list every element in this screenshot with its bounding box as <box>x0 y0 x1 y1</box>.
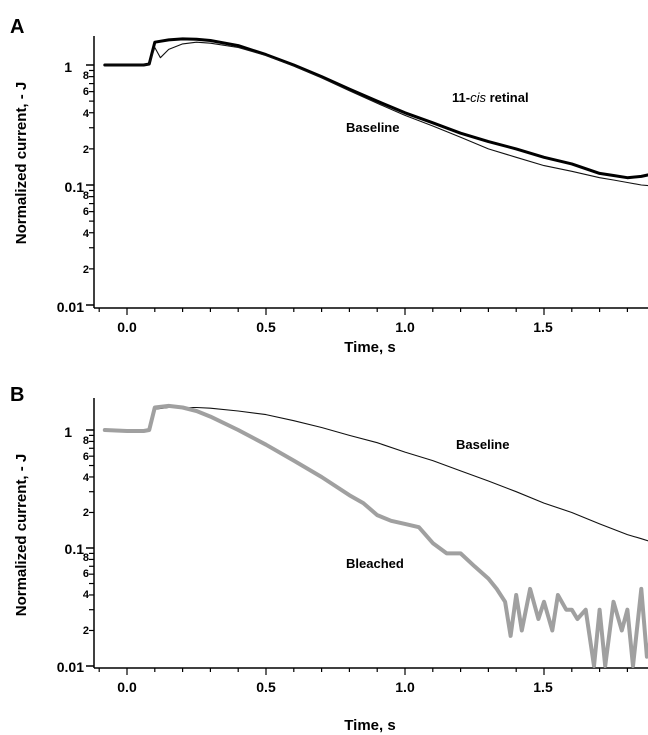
panel-a-xtick-0.0: 0.0 <box>117 319 137 335</box>
panel-b-xtick-1.0: 1.0 <box>395 679 415 695</box>
panel-b-ytick-8: 8 <box>83 435 89 447</box>
panel-a-annotation-11cis: 11-cis retinal <box>452 90 529 105</box>
panel-a-xtick-1.0: 1.0 <box>395 319 415 335</box>
panel-a-xtick-1.5: 1.5 <box>533 319 553 335</box>
panel-b-ytick-6: 6 <box>83 451 89 463</box>
panel-b-ytick-2b: 2 <box>83 625 89 637</box>
panel-a-ytick-4b: 4 <box>83 228 90 240</box>
panel-a-series-0-line <box>103 37 648 180</box>
panel-b-xtick-0.5: 0.5 <box>256 679 276 695</box>
panel-b-ytick-0.01: 0.01 <box>57 659 84 675</box>
panel-a-letter: A <box>10 16 24 38</box>
panel-b-ytick-8b: 8 <box>83 552 89 564</box>
panel-a-x-ticks <box>98 308 629 315</box>
panel-b-xtick-0.0: 0.0 <box>117 679 137 695</box>
panel-b-series-1-line <box>102 403 648 668</box>
panel-a-ytick-8: 8 <box>83 70 89 82</box>
panel-b-ytick-4b: 4 <box>83 589 90 601</box>
panel-b-y-ticks <box>86 429 94 667</box>
panel-a: A Normalized current, - J 1 8 6 4 2 0.1 … <box>10 16 648 356</box>
panel-a-traces <box>103 37 648 187</box>
panel-a-xtick-0.5: 0.5 <box>256 319 276 335</box>
panel-b-letter: B <box>10 384 24 406</box>
panel-b-ytick-4: 4 <box>83 472 90 484</box>
panel-b-annotation-baseline: Baseline <box>456 437 509 452</box>
panel-b-ytick-6b: 6 <box>83 568 89 580</box>
panel-b-x-axis-label: Time, s <box>344 717 395 734</box>
panel-a-annotation-baseline: Baseline <box>346 120 399 135</box>
panel-b-x-ticks <box>98 668 629 675</box>
panel-a-ytick-4: 4 <box>83 108 90 120</box>
panel-a-ytick-2b: 2 <box>83 264 89 276</box>
panel-b-traces <box>102 403 648 668</box>
panel-b-ytick-1: 1 <box>64 424 72 440</box>
panel-b-y-axis-label: Normalized current, - J <box>13 454 30 617</box>
panel-a-series-1-line <box>104 41 648 187</box>
panel-b-ytick-2: 2 <box>83 507 89 519</box>
panel-a-ytick-8b: 8 <box>83 190 89 202</box>
panel-a-ytick-0.1: 0.1 <box>65 179 85 195</box>
panel-b-ytick-0.1: 0.1 <box>65 541 85 557</box>
panel-a-ytick-0.01: 0.01 <box>57 299 84 315</box>
panel-b-xtick-1.5: 1.5 <box>533 679 553 695</box>
panel-a-x-axis-label: Time, s <box>344 339 395 356</box>
panel-a-y-ticks <box>86 64 94 306</box>
panel-a-ytick-6: 6 <box>83 86 89 98</box>
panel-a-ytick-6b: 6 <box>83 206 89 218</box>
panel-a-ytick-1: 1 <box>64 59 72 75</box>
panel-b-annotation-bleached: Bleached <box>346 556 404 571</box>
panel-b-series-0-line <box>104 406 648 542</box>
panel-a-y-axis-label: Normalized current, - J <box>13 82 30 245</box>
panel-b: B Normalized current, - J 1 8 6 4 2 0.1 … <box>10 384 648 734</box>
panel-a-ytick-2: 2 <box>83 144 89 156</box>
